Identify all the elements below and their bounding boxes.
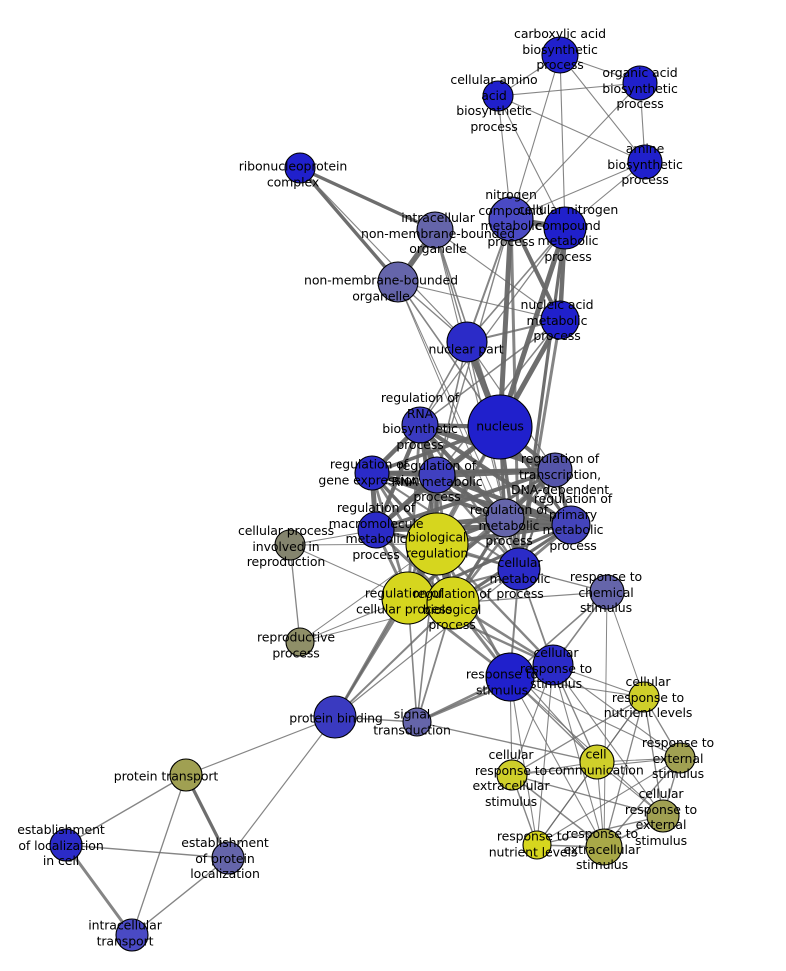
- node-layer: [49, 36, 696, 952]
- graph-node[interactable]: [622, 65, 658, 101]
- graph-node[interactable]: [551, 505, 591, 545]
- graph-node[interactable]: [579, 744, 615, 780]
- graph-node[interactable]: [211, 841, 245, 875]
- graph-node[interactable]: [401, 406, 439, 444]
- graph-edge: [334, 602, 454, 718]
- graph-node[interactable]: [357, 511, 395, 549]
- graph-node[interactable]: [532, 644, 574, 686]
- graph-node[interactable]: [543, 206, 587, 250]
- graph-node[interactable]: [646, 799, 680, 833]
- graph-node[interactable]: [405, 512, 469, 576]
- graph-edge: [511, 774, 664, 817]
- graph-edge: [510, 82, 641, 220]
- graph-node[interactable]: [285, 627, 315, 657]
- graph-node[interactable]: [485, 652, 535, 702]
- edge-layer: [64, 54, 681, 937]
- graph-node[interactable]: [354, 455, 390, 491]
- graph-node[interactable]: [402, 707, 432, 737]
- graph-edge: [511, 696, 645, 776]
- graph-edge: [370, 468, 557, 475]
- graph-node[interactable]: [482, 80, 514, 112]
- graph-node[interactable]: [313, 695, 357, 739]
- graph-edge: [185, 716, 336, 776]
- graph-edge: [497, 95, 566, 229]
- graph-edge: [509, 676, 538, 846]
- graph-node[interactable]: [49, 828, 83, 862]
- graph-edge: [466, 227, 566, 343]
- graph-edge: [419, 319, 561, 426]
- graph-edge: [416, 721, 598, 763]
- graph-edge: [497, 82, 641, 97]
- graph-node[interactable]: [418, 456, 456, 494]
- graph-edge: [559, 54, 566, 229]
- graph-node[interactable]: [585, 828, 623, 866]
- graph-edge: [131, 857, 229, 936]
- graph-node[interactable]: [426, 576, 480, 630]
- graph-edge: [606, 591, 645, 698]
- graph-edge: [559, 54, 646, 163]
- graph-node[interactable]: [496, 759, 528, 791]
- graph-edge: [509, 676, 605, 848]
- graph-edge: [298, 166, 437, 232]
- graph-node[interactable]: [497, 547, 541, 591]
- graph-node[interactable]: [537, 452, 573, 488]
- graph-edge: [298, 166, 400, 284]
- graph-edge: [64, 843, 134, 937]
- graph-node[interactable]: [381, 571, 435, 625]
- graph-node[interactable]: [377, 261, 419, 303]
- graph-edge: [65, 844, 229, 859]
- graph-edge: [334, 568, 520, 718]
- graph-edge: [289, 544, 301, 643]
- graph-edge: [511, 774, 605, 848]
- graph-node[interactable]: [416, 211, 454, 249]
- graph-edge: [397, 281, 561, 321]
- graph-edge: [510, 161, 646, 220]
- graph-node[interactable]: [274, 529, 306, 561]
- graph-node[interactable]: [488, 196, 534, 242]
- graph-edge: [374, 468, 557, 532]
- graph-edge: [333, 425, 502, 719]
- graph-edge: [299, 167, 468, 343]
- graph-node[interactable]: [284, 152, 316, 184]
- graph-node[interactable]: [628, 681, 660, 713]
- graph-node[interactable]: [485, 498, 525, 538]
- graph-edge: [397, 281, 506, 519]
- graph-edge: [552, 664, 605, 848]
- graph-edge: [643, 696, 664, 817]
- graph-node[interactable]: [467, 394, 533, 460]
- graph-node[interactable]: [541, 36, 579, 74]
- graph-node[interactable]: [522, 830, 552, 860]
- graph-edge: [510, 54, 561, 220]
- graph-edge: [509, 676, 664, 817]
- graph-edge: [434, 229, 561, 321]
- graph-node[interactable]: [446, 321, 488, 363]
- graph-edge: [65, 774, 187, 846]
- graph-node[interactable]: [540, 300, 580, 340]
- graph-edge: [603, 757, 681, 848]
- graph-edge: [373, 522, 574, 533]
- graph-edge: [552, 664, 681, 759]
- graph-edge: [227, 716, 336, 859]
- graph-node[interactable]: [169, 758, 203, 792]
- graph-node[interactable]: [664, 742, 696, 774]
- graph-edge: [131, 774, 187, 936]
- graph-edge: [497, 95, 646, 163]
- graph-node[interactable]: [627, 144, 663, 180]
- graph-edge: [603, 696, 645, 848]
- graph-node[interactable]: [589, 574, 625, 610]
- graph-edge: [552, 664, 664, 817]
- graph-node[interactable]: [115, 918, 149, 952]
- graph-edge: [436, 341, 468, 476]
- graph-edge: [406, 423, 422, 600]
